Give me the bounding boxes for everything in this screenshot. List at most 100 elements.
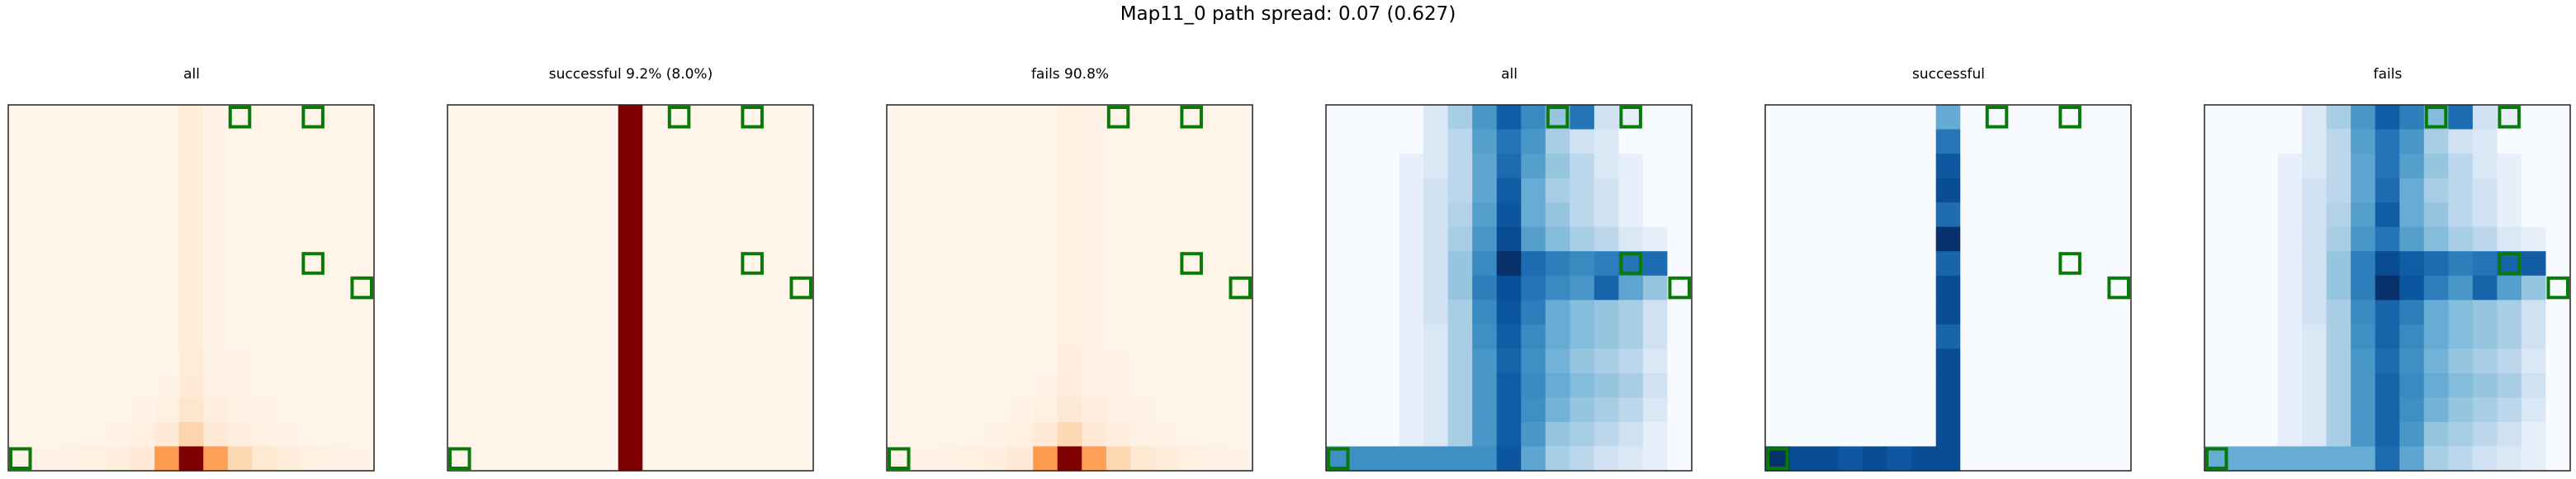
heatmap-cell (1106, 349, 1131, 374)
heatmap-cell (276, 154, 301, 179)
heatmap-cell (1008, 251, 1034, 277)
heatmap-cell (691, 154, 717, 179)
heatmap-cell (1593, 372, 1619, 398)
heatmap-cell (2521, 105, 2547, 130)
heatmap-cell (1545, 226, 1570, 252)
goal-marker (888, 447, 911, 470)
heatmap-cell (2009, 154, 2034, 179)
heatmap-cell (2204, 275, 2230, 301)
heatmap-cell (2448, 178, 2474, 203)
heatmap-cell (1350, 251, 1376, 277)
heatmap-cell (154, 349, 180, 374)
heatmap-cell (1789, 275, 1815, 301)
heatmap-cell (2228, 300, 2254, 325)
heatmap-cell (1228, 178, 1253, 203)
heatmap-cell (1789, 105, 1815, 130)
goal-marker (9, 447, 32, 470)
heatmap-cell (1228, 129, 1253, 154)
heatmap-cell (496, 226, 522, 252)
heatmap-cell (2545, 129, 2571, 154)
heatmap-cell (203, 129, 229, 154)
heatmap-cell (227, 349, 253, 374)
heatmap-cell (2057, 275, 2083, 301)
heatmap-cell (1399, 154, 1424, 179)
goal-marker (1766, 447, 1789, 470)
heatmap-cell (1521, 372, 1546, 398)
heatmap-cell (618, 129, 643, 154)
heatmap-cell (715, 372, 741, 398)
heatmap-cell (1545, 129, 1570, 154)
heatmap-cell (130, 397, 155, 423)
heatmap-cell (545, 275, 571, 301)
heatmap-cell (1496, 226, 1522, 252)
heatmap-cell (106, 154, 131, 179)
heatmap-cell (594, 275, 619, 301)
heatmap-cell (1593, 105, 1619, 130)
heatmap-cell (984, 421, 1010, 448)
heatmap-cell (301, 446, 326, 472)
heatmap-cell (1326, 397, 1352, 423)
heatmap-cell (545, 251, 571, 277)
heatmap-cell (301, 324, 326, 349)
heatmap-cell (2521, 300, 2547, 325)
heatmap-cell (1984, 300, 2010, 325)
heatmap-cell (1935, 324, 1961, 349)
heatmap-cell (1496, 105, 1522, 130)
heatmap-cell (2228, 421, 2254, 448)
heatmap-cell (154, 178, 180, 203)
heatmap-cell (2472, 105, 2498, 130)
heatmap-cell (2033, 324, 2058, 349)
heatmap-cell (447, 251, 473, 277)
heatmap-cell (2277, 129, 2303, 154)
heatmap-cell (496, 275, 522, 301)
heatmap-cell (1960, 300, 1986, 325)
heatmap-cell (2081, 397, 2108, 423)
heatmap-cell (1642, 324, 1669, 349)
heatmap-cell (618, 275, 643, 301)
heatmap-cell (2204, 251, 2230, 277)
heatmap-cell (2472, 226, 2498, 252)
heatmap-cell (57, 372, 83, 398)
heatmap-cell (2228, 202, 2254, 228)
heatmap-cell (1423, 324, 1449, 349)
heatmap-cell (81, 324, 107, 349)
heatmap-cell (740, 300, 765, 325)
panel-title-6: fails (2373, 66, 2403, 83)
heatmap-cell (154, 421, 180, 448)
heatmap-cell (1228, 397, 1253, 423)
heatmap-cell (349, 178, 375, 203)
heatmap-cell (130, 154, 155, 179)
heatmap-cell (349, 105, 375, 130)
heatmap-cell (984, 397, 1010, 423)
heatmap-cell (471, 349, 497, 374)
heatmap-cell (618, 226, 643, 252)
heatmap-cell (1789, 202, 1815, 228)
heatmap-cell (324, 129, 351, 154)
heatmap-cell (1447, 202, 1473, 228)
heatmap-cell (545, 154, 571, 179)
heatmap-cell (788, 202, 814, 228)
heatmap-cell (154, 105, 180, 130)
heatmap-cell (642, 372, 668, 398)
heatmap-cell (2521, 275, 2547, 301)
heatmap-cell (1399, 300, 1424, 325)
heatmap-cell (911, 421, 936, 448)
heatmap-cell (984, 349, 1010, 374)
heatmap-cell (81, 300, 107, 325)
heatmap-cell (2057, 446, 2083, 472)
goal-marker (301, 252, 324, 275)
heatmap-cell (1789, 300, 1815, 325)
heatmap-cell (1911, 324, 1937, 349)
heatmap-cell (2277, 300, 2303, 325)
heatmap-cell (471, 129, 497, 154)
heatmap-cell (1082, 178, 1107, 203)
heatmap-cell (666, 372, 692, 398)
heatmap-cell (1228, 226, 1253, 252)
heatmap-cell (349, 202, 375, 228)
heatmap-cell (2423, 397, 2449, 423)
heatmap-cell (252, 372, 277, 398)
heatmap-cell (154, 397, 180, 423)
heatmap-cell (1228, 372, 1253, 398)
heatmap-cell (2326, 324, 2351, 349)
